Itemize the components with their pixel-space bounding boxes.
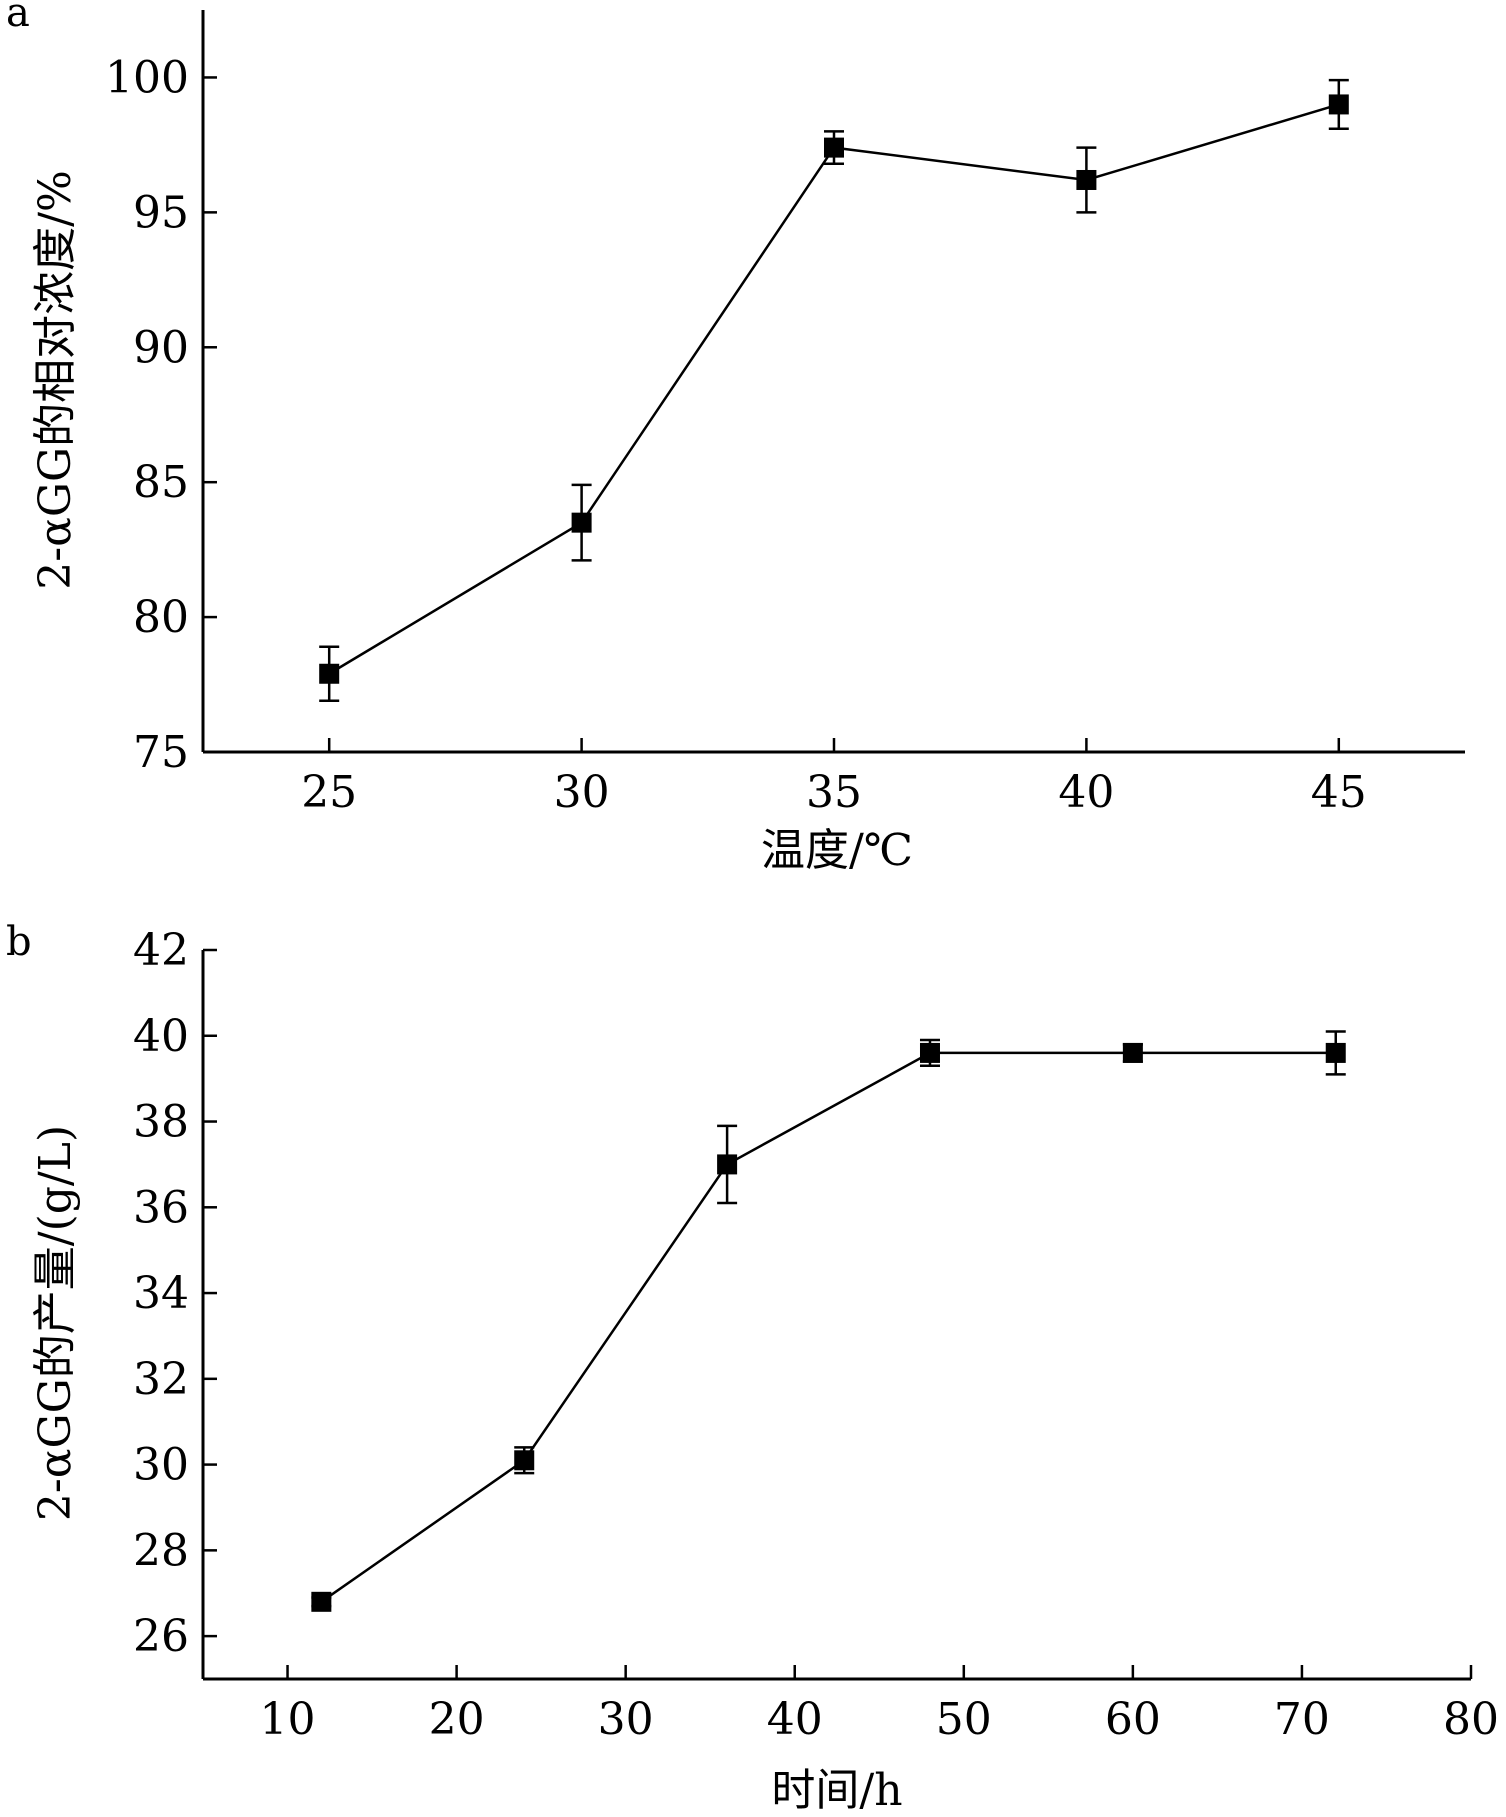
x-tick-label: 20 — [429, 1694, 485, 1745]
x-tick-label: 40 — [767, 1694, 823, 1745]
x-tick-label: 70 — [1274, 1694, 1330, 1745]
y-axis-title-b: 2-αGG的产量/(g/L) — [30, 1125, 81, 1521]
chart-panel-a: a 温度/℃ 2-αGG的相对浓度/% 25 30 35 40 45 75 80 85 90 95… — [6, 0, 1465, 876]
y-tick-label: 30 — [133, 1440, 189, 1491]
series-line — [328, 103, 1340, 675]
x-tick-label: 35 — [806, 767, 862, 818]
panel-label-b: b — [6, 919, 32, 965]
data-point-marker — [311, 1591, 332, 1612]
y-tick-label: 85 — [133, 457, 189, 508]
y-tick-label: 75 — [133, 727, 189, 778]
x-tick-label: 30 — [554, 767, 610, 818]
x-tick-label: 80 — [1443, 1694, 1499, 1745]
y-tick-label: 28 — [133, 1525, 189, 1576]
x-axis-title-b: 时间/h — [771, 1765, 902, 1816]
panel-label-a: a — [6, 0, 30, 36]
y-tick-label: 40 — [133, 1011, 189, 1062]
data-point-marker — [319, 663, 340, 684]
data-point-marker — [1122, 1042, 1143, 1063]
y-tick-label: 90 — [133, 322, 189, 373]
x-tick-label: 40 — [1058, 767, 1114, 818]
y-tick-label: 42 — [133, 925, 189, 976]
y-tick-label: 34 — [133, 1268, 189, 1319]
x-tick-label: 60 — [1105, 1694, 1161, 1745]
y-axis-title-a: 2-αGG的相对浓度/% — [30, 170, 81, 590]
y-tick-label: 38 — [133, 1097, 189, 1148]
chart-panel-b: b 时间/h 2-αGG的产量/(g/L) 10 20 30 40 50 60 70 80 26… — [6, 919, 1499, 1816]
y-tick-label: 26 — [133, 1611, 189, 1662]
y-tick-label: 95 — [133, 187, 189, 238]
data-point-marker — [1076, 169, 1097, 190]
data-point-marker — [514, 1450, 535, 1471]
y-tick-label: 36 — [133, 1182, 189, 1233]
y-tick-label: 32 — [133, 1354, 189, 1405]
y-tick-label: 100 — [105, 52, 189, 103]
data-point-marker — [1328, 94, 1349, 115]
x-tick-label: 30 — [598, 1694, 654, 1745]
data-point-marker — [919, 1042, 940, 1063]
series-line — [320, 1051, 1336, 1603]
x-tick-label: 50 — [936, 1694, 992, 1745]
data-point-marker — [571, 512, 592, 533]
data-point-marker — [1325, 1042, 1346, 1063]
data-point-marker — [824, 137, 844, 158]
x-tick-label: 10 — [260, 1694, 316, 1745]
x-axis-title-a: 温度/℃ — [761, 825, 913, 876]
x-tick-label: 25 — [301, 767, 357, 818]
x-tick-label: 45 — [1311, 767, 1367, 818]
y-tick-label: 80 — [133, 592, 189, 643]
data-point-marker — [717, 1154, 738, 1175]
